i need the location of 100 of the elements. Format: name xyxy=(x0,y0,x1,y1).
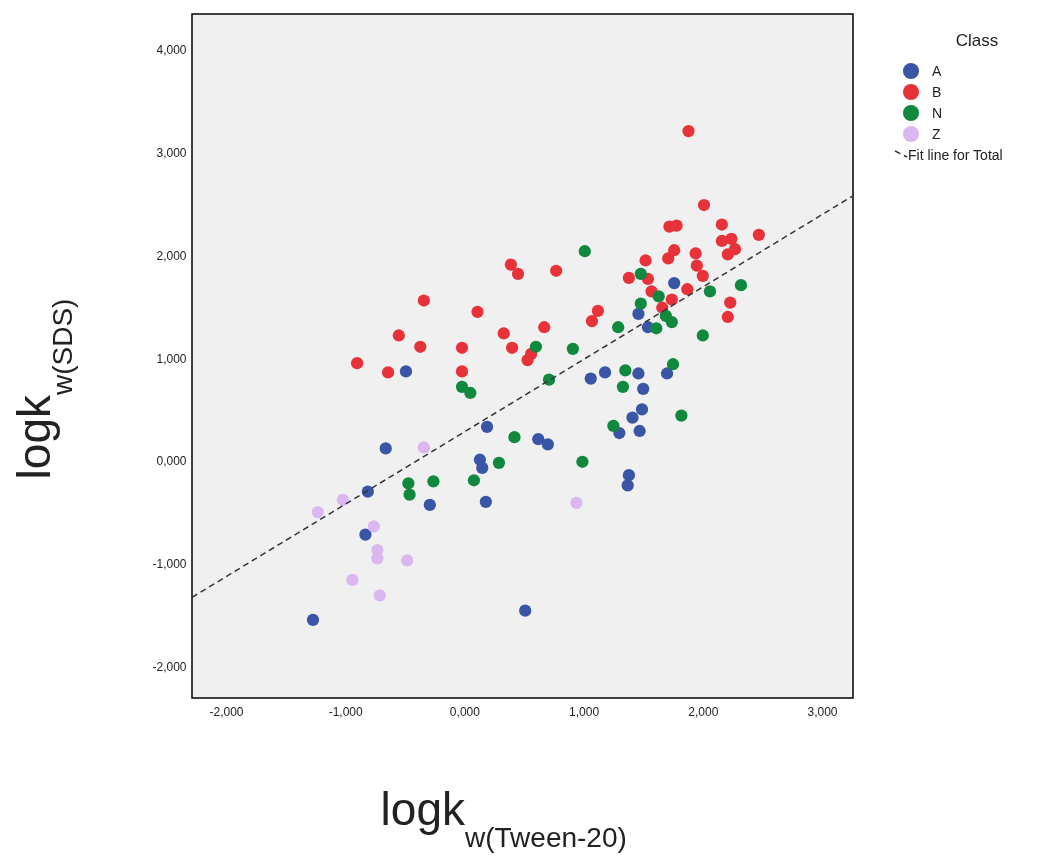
point xyxy=(724,296,737,309)
y-tick-label: 0,000 xyxy=(156,454,187,469)
point xyxy=(689,247,702,260)
point xyxy=(336,493,349,506)
point xyxy=(734,279,748,292)
point xyxy=(576,455,589,468)
point xyxy=(566,342,579,355)
point xyxy=(414,340,427,353)
point xyxy=(508,431,521,444)
legend-label: B xyxy=(932,84,942,100)
y-axis-title: logkw(SDS) xyxy=(8,298,78,480)
point xyxy=(632,307,645,320)
point xyxy=(662,252,675,265)
point xyxy=(752,228,765,241)
point xyxy=(690,259,703,272)
point xyxy=(570,496,583,509)
point xyxy=(423,498,436,512)
point xyxy=(721,248,734,261)
point xyxy=(497,327,510,340)
point xyxy=(381,366,395,379)
x-tick-label: 0,000 xyxy=(449,704,481,719)
point xyxy=(346,573,359,586)
point xyxy=(350,357,364,370)
y-tick-label: -2,000 xyxy=(152,659,187,674)
legend-label: N xyxy=(932,105,943,121)
point xyxy=(479,495,492,508)
point xyxy=(725,232,738,246)
y-tick-label: 4,000 xyxy=(156,43,187,58)
point xyxy=(584,372,597,385)
point xyxy=(637,382,650,395)
point xyxy=(668,244,681,257)
point xyxy=(492,456,506,469)
point xyxy=(359,528,372,541)
point xyxy=(578,245,591,258)
point xyxy=(585,314,599,328)
point xyxy=(480,420,494,433)
point xyxy=(616,380,630,393)
point xyxy=(598,366,612,379)
point xyxy=(635,403,649,416)
point xyxy=(476,461,489,475)
point xyxy=(417,441,430,454)
point xyxy=(696,269,709,282)
point xyxy=(399,365,413,378)
point xyxy=(612,321,625,334)
point xyxy=(504,258,517,271)
point xyxy=(311,506,324,519)
point xyxy=(471,305,484,318)
point xyxy=(464,386,477,400)
legend-label: A xyxy=(932,63,942,79)
point xyxy=(619,364,632,377)
point xyxy=(591,304,605,317)
y-tick-label: -1,000 xyxy=(152,556,187,571)
point xyxy=(668,276,681,290)
y-tick-label: 2,000 xyxy=(156,248,187,263)
point xyxy=(550,264,563,277)
point xyxy=(632,367,645,380)
point xyxy=(650,322,663,335)
point xyxy=(541,438,554,451)
point xyxy=(681,283,694,296)
point xyxy=(532,433,545,446)
x-tick-label: 2,000 xyxy=(688,704,719,719)
point xyxy=(675,409,688,422)
x-tick-label: 1,000 xyxy=(569,704,600,719)
point xyxy=(607,419,620,432)
legend-label: Z xyxy=(932,126,941,142)
point xyxy=(306,613,320,627)
point xyxy=(666,358,680,371)
point xyxy=(373,589,386,602)
point xyxy=(455,341,469,354)
point xyxy=(715,234,728,248)
point xyxy=(665,293,678,306)
legend-label: Fit line for Total xyxy=(908,147,1003,163)
point xyxy=(665,316,678,329)
point xyxy=(519,604,532,617)
legend-title: Class xyxy=(955,31,999,50)
point xyxy=(417,294,430,307)
point xyxy=(634,297,647,310)
point xyxy=(626,411,639,424)
point xyxy=(696,329,709,342)
point xyxy=(639,254,652,267)
point xyxy=(634,267,647,280)
point xyxy=(621,479,634,492)
point xyxy=(455,380,469,393)
point xyxy=(511,267,525,280)
point xyxy=(467,474,481,487)
point xyxy=(392,329,405,342)
point xyxy=(721,310,734,324)
point xyxy=(529,340,543,353)
y-tick-label: 3,000 xyxy=(156,146,187,161)
x-tick-label: -2,000 xyxy=(209,704,244,719)
point xyxy=(697,198,711,212)
y-tick-label: 1,000 xyxy=(156,351,187,366)
point xyxy=(703,285,717,298)
point xyxy=(401,554,414,567)
point xyxy=(682,124,695,138)
point xyxy=(367,520,380,533)
point xyxy=(652,290,665,303)
point xyxy=(427,475,440,488)
point xyxy=(660,367,674,380)
point xyxy=(505,341,519,354)
